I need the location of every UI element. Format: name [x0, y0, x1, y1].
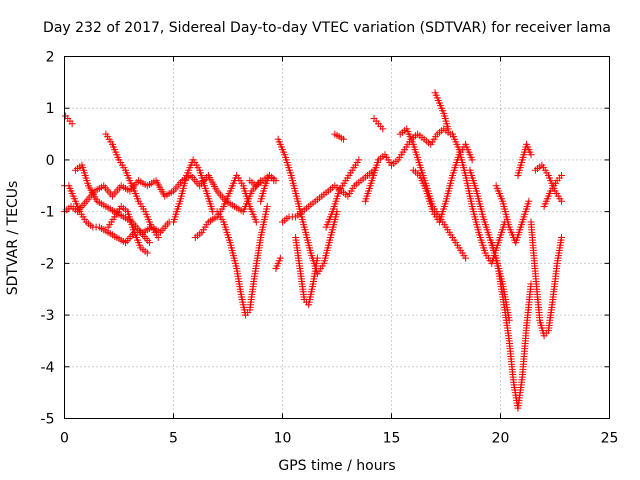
series-lama-18 [361, 125, 454, 205]
series-lama-16 [322, 156, 363, 231]
y-tick-label: 1 [46, 101, 55, 117]
y-tick-label: -5 [41, 412, 55, 428]
data-point [313, 254, 321, 262]
x-tick-label: 15 [383, 431, 401, 447]
x-axis-label: GPS time / hours [278, 458, 395, 474]
data-point [527, 151, 535, 159]
series-lama-12 [272, 254, 284, 273]
x-tick-label: 25 [601, 431, 619, 447]
x-tick-label: 5 [169, 431, 178, 447]
series-lama-22 [431, 89, 452, 133]
series-lama-29 [531, 161, 566, 205]
data-point [276, 254, 284, 262]
axis-ticks: 0 5 10 15 20 25 -5 -4 -3 -2 -1 0 1 2 [41, 50, 619, 447]
series-lama-26 [492, 182, 533, 247]
series-lama-5 [102, 130, 162, 241]
series-lama-15 [292, 234, 321, 309]
series-lama-27 [514, 140, 535, 179]
series-lama-11 [257, 171, 278, 205]
series-lama-19 [370, 115, 387, 133]
data-point [468, 156, 476, 164]
data-point [154, 234, 162, 241]
data-points [61, 89, 566, 412]
data-point [558, 234, 566, 241]
data-point [146, 239, 154, 247]
data-point [525, 197, 533, 205]
series-lama-7 [170, 156, 217, 226]
y-axis-label: SDTVAR / TECUs [5, 181, 21, 296]
series-lama-25 [488, 239, 535, 412]
data-point [263, 202, 271, 210]
data-point [462, 254, 470, 262]
data-point [252, 218, 260, 226]
data-point [143, 249, 151, 257]
series-lama-23 [449, 130, 509, 267]
y-tick-label: 0 [46, 153, 55, 169]
y-tick-label: -4 [41, 360, 55, 376]
series-lama-28 [527, 218, 566, 340]
data-point [355, 156, 363, 164]
plot-frame [64, 56, 610, 419]
chart-title: Day 232 of 2017, Sidereal Day-to-day VTE… [43, 20, 611, 36]
data-point [444, 125, 452, 133]
y-tick-label: -1 [41, 205, 55, 221]
data-point [379, 125, 387, 133]
y-tick-label: -2 [41, 256, 55, 272]
series-lama-6 [104, 202, 151, 257]
x-tick-label: 20 [492, 431, 510, 447]
data-point [558, 197, 566, 205]
y-tick-label: 2 [46, 50, 55, 66]
series-lama-30 [540, 171, 566, 210]
data-point [340, 135, 348, 143]
data-point [68, 120, 76, 128]
series-lama-17 [331, 130, 348, 143]
data-point [558, 171, 566, 179]
x-tick-label: 10 [274, 431, 292, 447]
series-lama-3 [62, 112, 76, 128]
x-tick-label: 0 [60, 431, 69, 447]
data-point [270, 177, 278, 185]
series-lama-9 [213, 202, 271, 319]
y-tick-label: -3 [41, 308, 55, 324]
